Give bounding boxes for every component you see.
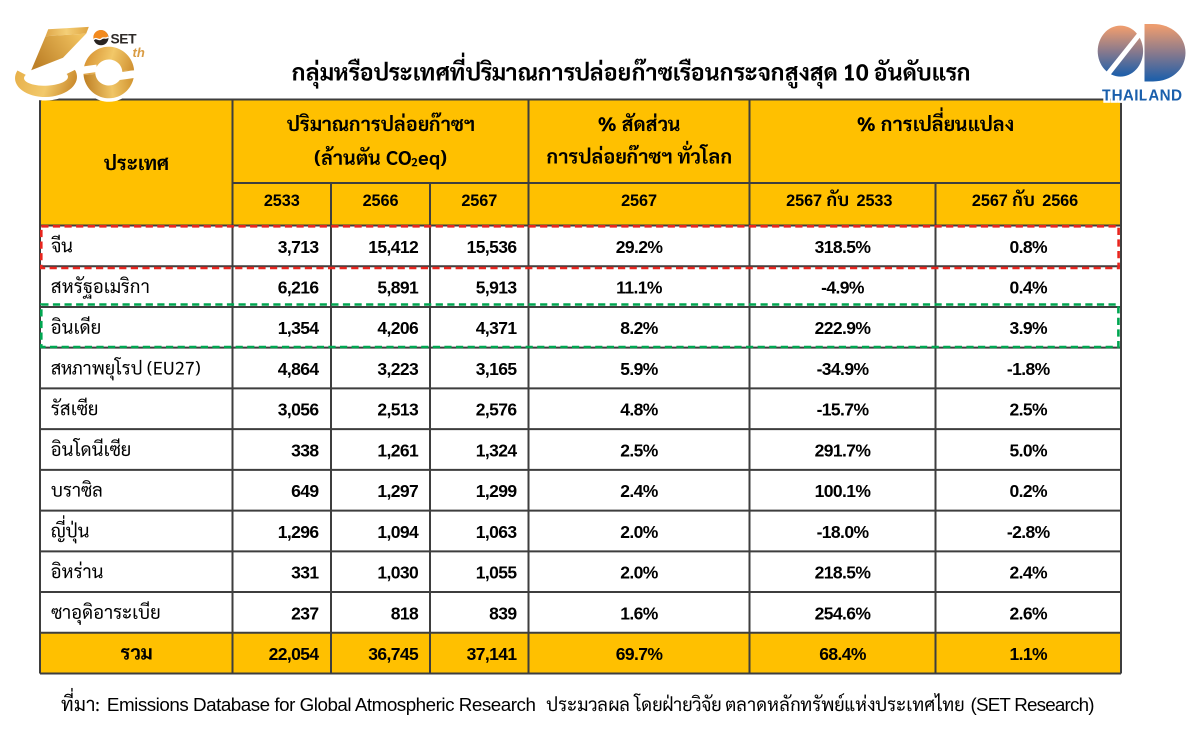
svg-text:0.8%: 0.8% bbox=[1010, 237, 1049, 257]
svg-text:3.9%: 3.9% bbox=[1010, 318, 1049, 338]
svg-text:2567: 2567 bbox=[972, 192, 1008, 210]
svg-text:2,576: 2,576 bbox=[476, 400, 518, 420]
svg-text:3,223: 3,223 bbox=[377, 359, 419, 379]
svg-text:1,094: 1,094 bbox=[377, 522, 419, 542]
svg-text:5,913: 5,913 bbox=[476, 277, 518, 297]
svg-text:15,412: 15,412 bbox=[368, 237, 419, 257]
svg-text:37,141: 37,141 bbox=[467, 644, 518, 664]
svg-text:22,054: 22,054 bbox=[269, 644, 320, 664]
svg-text:1,299: 1,299 bbox=[476, 481, 518, 501]
svg-text:69.7%: 69.7% bbox=[616, 644, 664, 664]
svg-text:0.4%: 0.4% bbox=[1010, 277, 1049, 297]
svg-text:3,713: 3,713 bbox=[278, 237, 320, 257]
svg-text:2,513: 2,513 bbox=[377, 400, 419, 420]
svg-text:6,216: 6,216 bbox=[278, 277, 320, 297]
svg-text:4,206: 4,206 bbox=[377, 318, 419, 338]
svg-text:4,864: 4,864 bbox=[278, 359, 320, 379]
svg-text:338: 338 bbox=[291, 440, 319, 460]
svg-text:2.5%: 2.5% bbox=[1010, 400, 1049, 420]
svg-text:3,165: 3,165 bbox=[476, 359, 518, 379]
svg-text:1.1%: 1.1% bbox=[1010, 644, 1049, 664]
svg-text:29.2%: 29.2% bbox=[616, 237, 664, 257]
svg-text:THAILAND: THAILAND bbox=[1102, 88, 1182, 105]
svg-text:2.5%: 2.5% bbox=[620, 440, 659, 460]
svg-text:th: th bbox=[133, 45, 145, 60]
svg-text:2533: 2533 bbox=[264, 192, 300, 210]
svg-text:1.6%: 1.6% bbox=[620, 603, 659, 623]
svg-text:8.2%: 8.2% bbox=[620, 318, 659, 338]
svg-text:2.4%: 2.4% bbox=[620, 481, 659, 501]
svg-text:2567: 2567 bbox=[786, 192, 822, 210]
svg-text:36,745: 36,745 bbox=[368, 644, 419, 664]
svg-text:1,063: 1,063 bbox=[476, 522, 518, 542]
svg-text:2533: 2533 bbox=[857, 192, 893, 210]
svg-text:1,324: 1,324 bbox=[476, 440, 518, 460]
svg-text:100.1%: 100.1% bbox=[815, 481, 872, 501]
svg-text:3,056: 3,056 bbox=[278, 400, 320, 420]
svg-text:-1.8%: -1.8% bbox=[1007, 359, 1051, 379]
svg-text:4,371: 4,371 bbox=[476, 318, 518, 338]
svg-text:11.1%: 11.1% bbox=[616, 277, 663, 297]
svg-text:4.8%: 4.8% bbox=[620, 400, 659, 420]
svg-text:15,536: 15,536 bbox=[467, 237, 518, 257]
svg-text:254.6%: 254.6% bbox=[815, 603, 872, 623]
svg-text:1,296: 1,296 bbox=[278, 522, 320, 542]
svg-text:Emissions Database for Global: Emissions Database for Global Atmospheri… bbox=[107, 694, 536, 715]
svg-text:1,297: 1,297 bbox=[377, 481, 418, 501]
svg-text:68.4%: 68.4% bbox=[819, 644, 867, 664]
svg-text:2.0%: 2.0% bbox=[620, 522, 659, 542]
svg-text:649: 649 bbox=[291, 481, 319, 501]
svg-text:5,891: 5,891 bbox=[377, 277, 419, 297]
svg-text:2567: 2567 bbox=[621, 192, 657, 210]
svg-text:1,354: 1,354 bbox=[278, 318, 320, 338]
svg-text:-18.0%: -18.0% bbox=[817, 522, 870, 542]
svg-text:291.7%: 291.7% bbox=[815, 440, 872, 460]
svg-text:-34.9%: -34.9% bbox=[817, 359, 870, 379]
svg-text:0.2%: 0.2% bbox=[1010, 481, 1049, 501]
svg-text:-15.7%: -15.7% bbox=[817, 400, 870, 420]
svg-text:SET: SET bbox=[111, 31, 138, 46]
svg-text:839: 839 bbox=[489, 603, 517, 623]
svg-text:237: 237 bbox=[291, 603, 318, 623]
svg-text:(SET Research): (SET Research) bbox=[971, 694, 1095, 715]
svg-text:2.0%: 2.0% bbox=[620, 563, 659, 583]
svg-text:5.9%: 5.9% bbox=[620, 359, 659, 379]
svg-text:1,030: 1,030 bbox=[377, 563, 419, 583]
svg-text:1,055: 1,055 bbox=[476, 563, 518, 583]
svg-text:331: 331 bbox=[291, 563, 319, 583]
svg-text:218.5%: 218.5% bbox=[815, 563, 872, 583]
svg-text:318.5%: 318.5% bbox=[815, 237, 872, 257]
svg-text:2566: 2566 bbox=[363, 192, 399, 210]
svg-text:2.6%: 2.6% bbox=[1010, 603, 1049, 623]
svg-text:222.9%: 222.9% bbox=[815, 318, 872, 338]
svg-text:-4.9%: -4.9% bbox=[821, 277, 865, 297]
svg-text:2.4%: 2.4% bbox=[1010, 563, 1049, 583]
svg-text:818: 818 bbox=[391, 603, 419, 623]
svg-text:2567: 2567 bbox=[461, 192, 497, 210]
svg-text:1,261: 1,261 bbox=[377, 440, 419, 460]
svg-text:2566: 2566 bbox=[1042, 192, 1078, 210]
svg-text:5.0%: 5.0% bbox=[1010, 440, 1049, 460]
svg-text:-2.8%: -2.8% bbox=[1007, 522, 1051, 542]
